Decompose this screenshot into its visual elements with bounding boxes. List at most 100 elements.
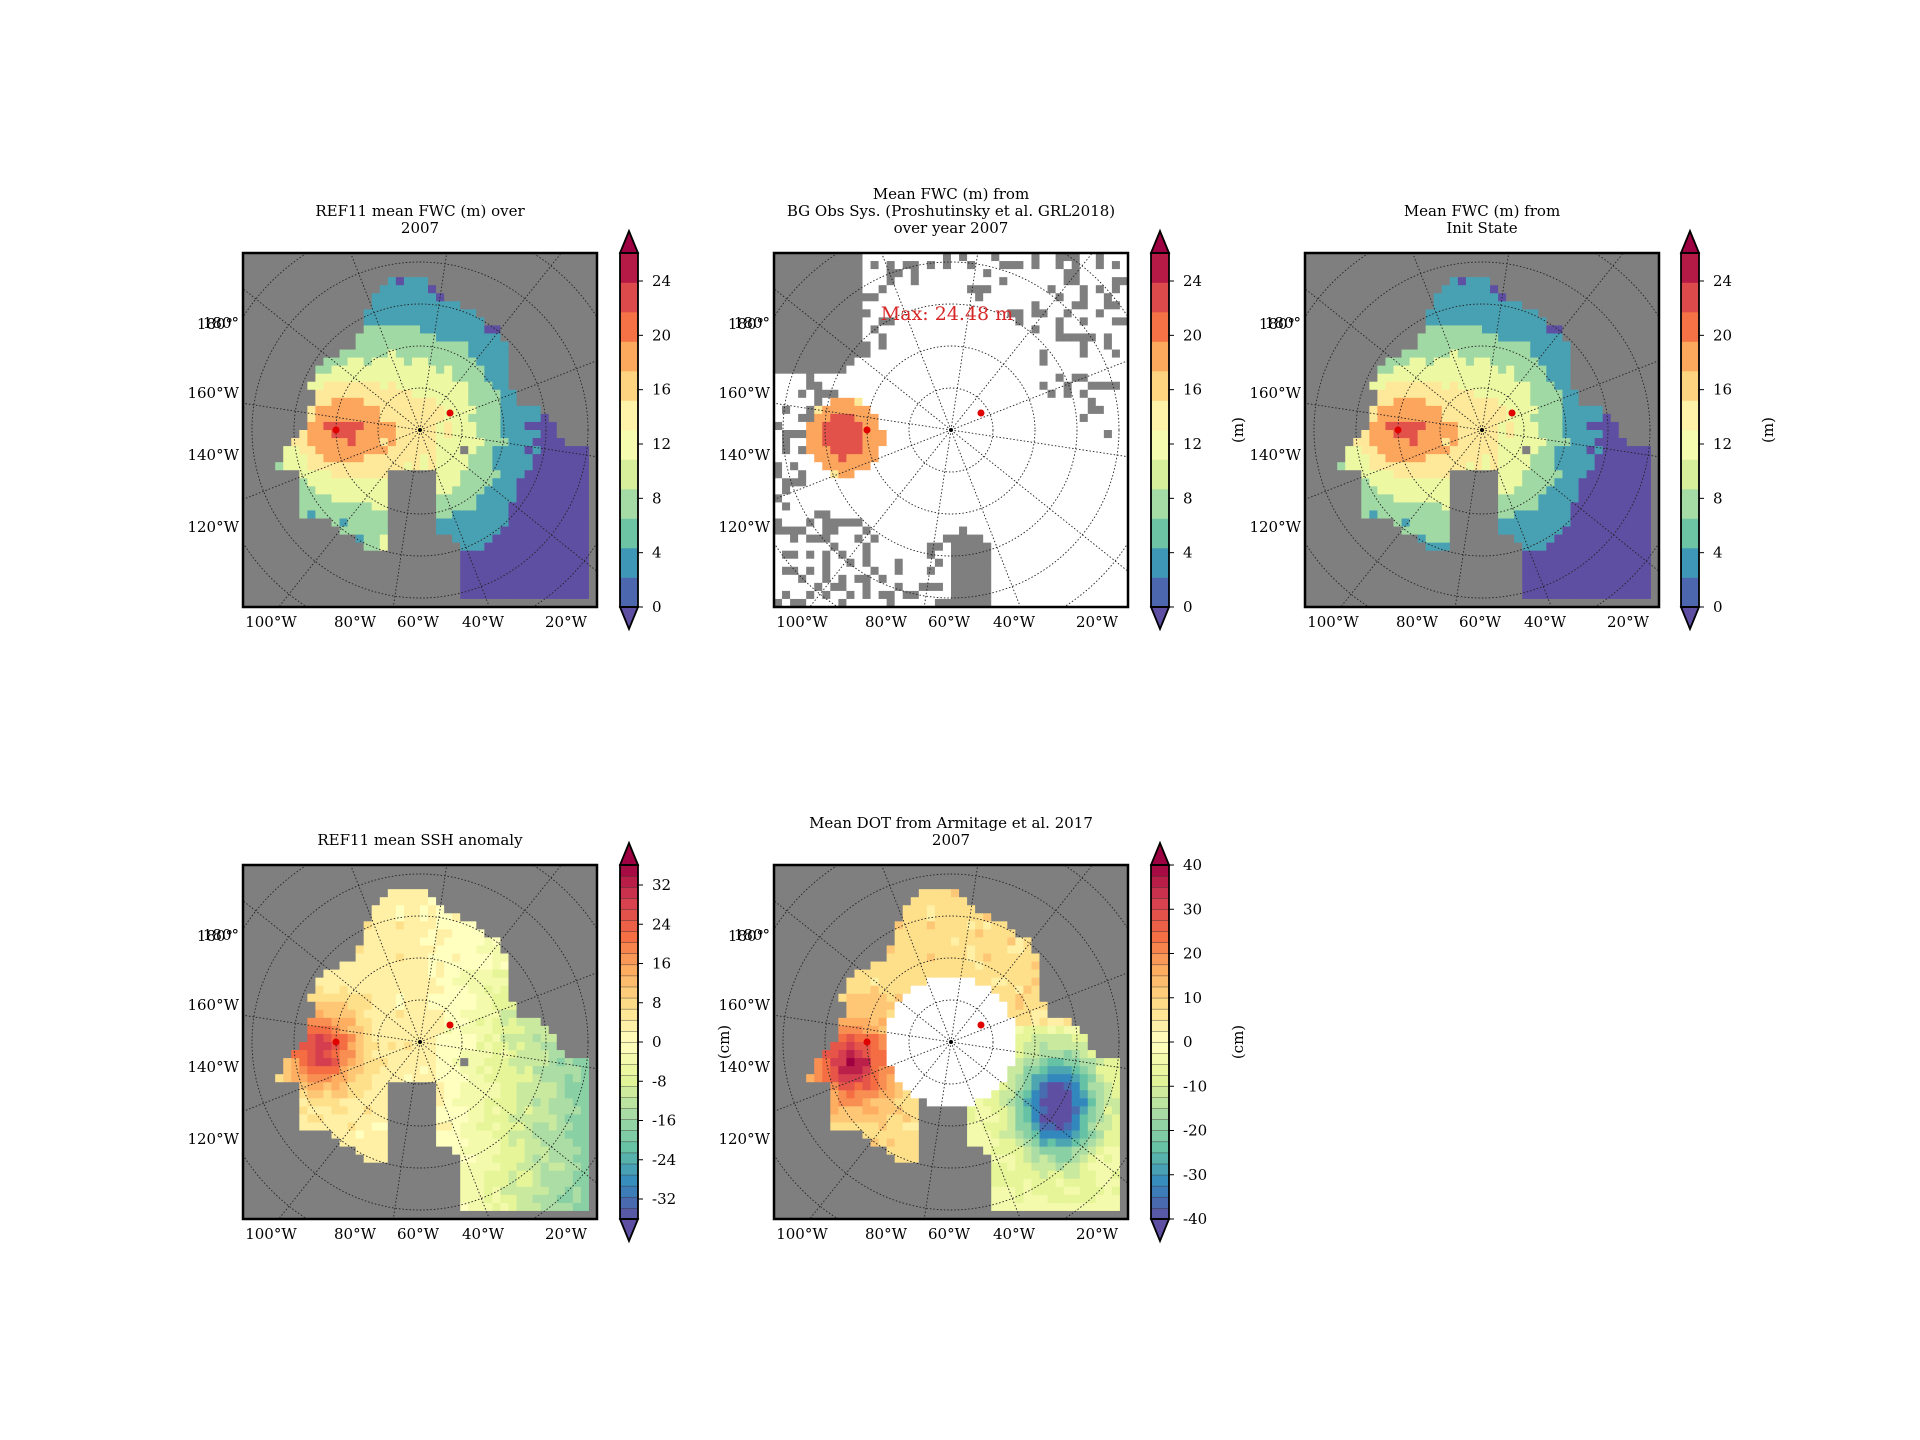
colorbar-bin	[619, 964, 639, 977]
colorbar-bin	[620, 459, 638, 490]
colorbar-bin	[620, 341, 638, 372]
colorbar-bin	[619, 1063, 639, 1076]
colorbar-bin	[1151, 253, 1169, 283]
colorbar-bin	[1151, 371, 1169, 401]
colorbar-bin	[1151, 430, 1169, 460]
lat-label: 140°W	[718, 446, 770, 464]
station-marker	[446, 409, 454, 417]
colorbar-bin	[619, 1141, 639, 1154]
lat-label: 160°W	[187, 384, 239, 402]
side-label: (cm)	[715, 1025, 733, 1059]
colorbar-tick-label: 4	[652, 544, 662, 562]
colorbar-bin	[620, 282, 638, 313]
colorbar-bin	[620, 400, 638, 431]
colorbar-bin	[619, 1041, 639, 1054]
colorbar-bin	[1150, 1030, 1170, 1043]
panel-title: REF11 mean SSH anomaly	[317, 831, 523, 849]
panel-ssh-ref11: REF11 mean SSH anomaly 180°180° 160°W 140°W…	[187, 831, 676, 1244]
colorbar-tick-label: 20	[652, 326, 671, 344]
lon-label: 60°W	[928, 613, 971, 631]
colorbar-bin	[619, 886, 639, 899]
lon-label: 100°W	[245, 613, 297, 631]
lat-label: 160°W	[187, 996, 239, 1014]
colorbar-tick-label: -10	[1183, 1077, 1207, 1095]
colorbar-frame	[619, 252, 639, 608]
colorbar-label: (m)	[1759, 417, 1777, 443]
colorbar-bin	[1151, 518, 1169, 549]
lon-label: 40°W	[1524, 613, 1567, 631]
colorbar-tick-label: -20	[1183, 1122, 1207, 1140]
lon-label: 20°W	[545, 1225, 588, 1243]
lon-label: 20°W	[1076, 1225, 1119, 1243]
colorbar-tick-label: 20	[1183, 326, 1202, 344]
colorbar-tick-label: 24	[1183, 272, 1202, 290]
graticule	[774, 865, 1128, 1219]
lat-label: 140°W	[187, 1058, 239, 1076]
colorbar-tick-label: -30	[1183, 1166, 1207, 1184]
station-marker	[863, 426, 871, 434]
colorbar-tick-label: 16	[1713, 381, 1732, 399]
lon-label: 100°W	[776, 1225, 828, 1243]
colorbar-bin	[1150, 1130, 1170, 1143]
colorbar-bin	[1150, 864, 1170, 877]
colorbar-extend-min	[1149, 1218, 1171, 1244]
colorbar-bin	[620, 518, 638, 549]
colorbar-extend-max	[1149, 228, 1171, 254]
lon-label: 60°W	[928, 1225, 971, 1243]
max-annotation: Max: 24.48 m	[881, 303, 1013, 325]
colorbar-bin	[1151, 400, 1169, 431]
colorbar-bin	[1150, 1074, 1170, 1087]
lon-label: 60°W	[1459, 613, 1502, 631]
colorbar-bin	[1681, 430, 1699, 460]
colorbar-bin	[1681, 400, 1699, 431]
colorbar-bin	[619, 864, 639, 877]
station-marker	[977, 1021, 985, 1029]
lon-label: 40°W	[993, 1225, 1036, 1243]
colorbar-bin	[1150, 942, 1170, 955]
panel-title: 2007	[932, 831, 970, 849]
colorbar-tick-label: 0	[1183, 598, 1193, 616]
colorbar-label: (m)	[1229, 417, 1247, 443]
lon-label: 20°W	[1076, 613, 1119, 631]
lat-label: 180°	[1259, 315, 1295, 333]
colorbar-bin	[1681, 341, 1699, 372]
colorbar-tick-label: 20	[1183, 945, 1202, 963]
lon-label: 80°W	[334, 1225, 377, 1243]
colorbar-bin	[1151, 548, 1169, 578]
colorbar-extend-max	[1679, 228, 1701, 254]
colorbar-bin	[1150, 953, 1170, 966]
colorbar-bin	[1681, 282, 1699, 313]
colorbar-bin	[1150, 1108, 1170, 1120]
colorbar-tick-label: 40	[1183, 856, 1202, 874]
colorbar-bin	[619, 1008, 639, 1021]
map-fwc-init	[1305, 253, 1659, 607]
colorbar-tick-label: -16	[652, 1112, 676, 1130]
colorbar-tick-label: -32	[652, 1190, 676, 1208]
colorbar-bin	[619, 975, 639, 988]
map-frame	[241, 863, 599, 1221]
station-marker	[1508, 409, 1516, 417]
colorbar-tick-label: 0	[652, 598, 662, 616]
lat-label: 180°	[197, 315, 233, 333]
lat-label: 160°W	[1249, 384, 1301, 402]
lon-label: 100°W	[245, 1225, 297, 1243]
lat-label: 120°W	[187, 518, 239, 536]
lat-label: 120°W	[1249, 518, 1301, 536]
lat-label: 160°W	[718, 384, 770, 402]
colorbar-tick-label: 24	[652, 915, 671, 933]
colorbar-bin	[619, 942, 639, 955]
lon-label: 60°W	[397, 1225, 440, 1243]
lat-label: 180°	[734, 314, 770, 332]
lat-label: 180°	[734, 926, 770, 944]
colorbar-dot-armitage: -40 -30 -20 -10 0 10 20 30 40 (cm)	[1149, 840, 1247, 1244]
map-dot-armitage	[774, 865, 1128, 1219]
colorbar-bin	[1150, 1163, 1170, 1176]
pole-marker	[418, 1040, 422, 1044]
colorbar-bin	[620, 430, 638, 460]
lat-label: 180°	[203, 926, 239, 944]
station-marker	[1394, 426, 1402, 434]
colorbar-tick-label: -8	[652, 1072, 667, 1090]
colorbar-bin	[619, 1074, 639, 1087]
colorbar-tick-label: 20	[1713, 326, 1732, 344]
